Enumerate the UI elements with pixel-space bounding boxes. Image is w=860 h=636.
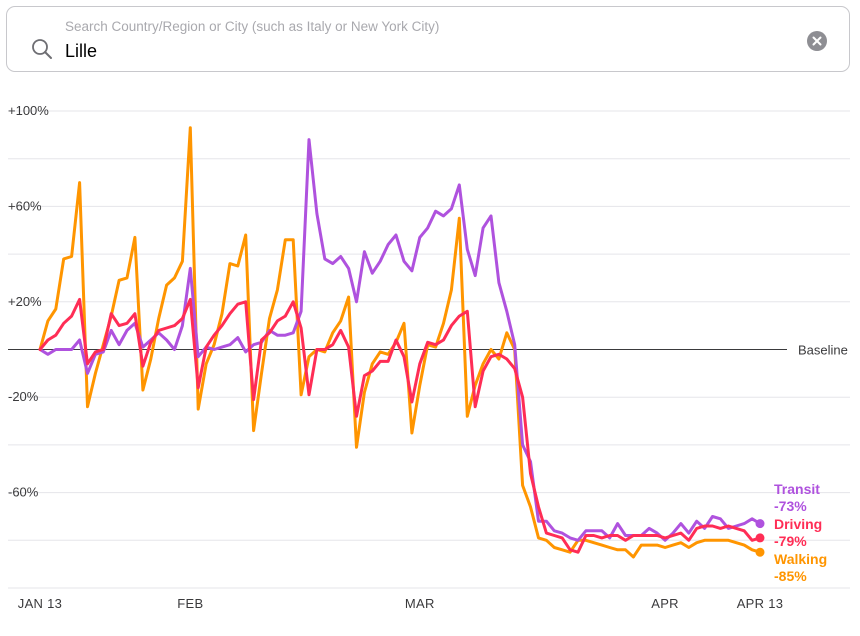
y-tick-label: -20% (8, 389, 39, 404)
search-bar[interactable]: Search Country/Region or City (such as I… (6, 6, 850, 72)
search-input[interactable]: Lille (65, 41, 98, 61)
search-placeholder: Search Country/Region or City (such as I… (65, 19, 440, 34)
series-line-driving (38, 297, 762, 554)
y-tick-label: +20% (8, 294, 42, 309)
clear-icon (812, 36, 822, 46)
series-line-transit (38, 138, 762, 542)
y-axis-ticks: +100% +60% +20% -20% -60% (8, 103, 49, 500)
x-tick-label: FEB (177, 596, 203, 611)
series-end-point-transit (755, 519, 765, 529)
series-value-label: -85% (774, 568, 807, 584)
series-end-point-driving (755, 533, 765, 543)
y-tick-label: +60% (8, 198, 42, 213)
series-end-markers: Transit-73% Driving-79% Walking-85% (755, 481, 827, 584)
y-tick-label: +100% (8, 103, 49, 118)
series-value-label: -73% (774, 498, 807, 514)
x-tick-label: APR 13 (737, 596, 784, 611)
series-value-label: -79% (774, 533, 807, 549)
series-end-point-walking (755, 547, 765, 557)
x-tick-label: APR (651, 596, 679, 611)
series-lines (38, 126, 762, 559)
x-tick-label: JAN 13 (18, 596, 62, 611)
baseline-label: Baseline (798, 343, 848, 358)
series-name-label: Walking (774, 551, 827, 567)
y-tick-label: -60% (8, 485, 39, 500)
grid-lines (8, 110, 850, 589)
clear-search-button[interactable] (807, 31, 827, 51)
series-line-walking (38, 126, 762, 559)
x-axis-ticks: JAN 13 FEB MAR APR APR 13 (18, 596, 784, 611)
x-tick-label: MAR (405, 596, 435, 611)
series-name-label: Driving (774, 516, 822, 532)
search-icon (32, 39, 52, 59)
series-name-label: Transit (774, 481, 820, 497)
